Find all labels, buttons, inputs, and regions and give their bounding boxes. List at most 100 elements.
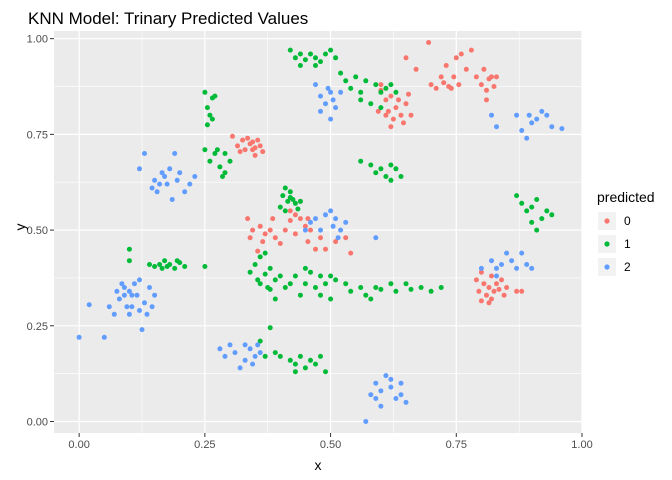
data-point-0 [458,51,464,57]
data-point-2 [250,361,256,367]
data-point-0 [250,139,256,145]
data-point-0 [486,300,492,306]
data-point-2 [142,151,147,156]
data-point-0 [481,66,487,72]
data-point-1 [282,208,288,214]
data-point-0 [257,143,263,149]
data-point-2 [368,392,374,398]
data-point-2 [318,227,323,233]
data-point-0 [378,82,384,88]
data-point-2 [257,350,263,356]
data-point-0 [473,277,479,283]
data-point-1 [257,254,263,260]
data-point-1 [126,246,132,252]
data-point-0 [247,235,253,241]
data-point-1 [257,338,263,344]
data-point-0 [383,97,389,103]
data-point-0 [375,108,381,114]
data-point-2 [232,350,238,356]
data-point-1 [373,170,379,176]
data-point-0 [491,84,497,89]
data-point-2 [398,392,404,398]
legend-label-1: 1 [624,237,631,251]
data-point-2 [222,353,228,359]
data-point-0 [486,285,492,290]
plot-panel [54,31,582,433]
data-point-1 [272,296,278,302]
data-point-1 [292,369,298,375]
data-point-2 [373,396,379,401]
data-point-1 [313,63,318,68]
data-point-1 [333,277,339,283]
data-point-1 [358,97,364,103]
data-point-0 [237,149,243,155]
data-point-1 [267,325,273,331]
data-point-2 [338,227,344,233]
data-point-1 [292,273,298,279]
data-point-0 [385,108,391,114]
data-point-0 [489,296,494,302]
data-point-1 [338,70,344,76]
data-point-0 [388,124,394,130]
data-point-2 [559,126,565,132]
data-point-2 [494,124,499,130]
data-point-2 [129,292,135,298]
data-point-2 [302,227,308,233]
data-point-2 [393,396,399,401]
data-point-2 [124,304,130,310]
data-point-2 [308,219,313,225]
legend-title: predicted [597,189,655,205]
data-point-1 [393,89,399,95]
data-point-2 [529,120,535,126]
data-point-2 [333,105,339,111]
data-point-2 [549,124,555,130]
data-point-0 [323,246,328,252]
data-point-1 [348,288,354,294]
data-point-2 [174,177,180,183]
data-point-0 [240,137,246,143]
data-point-1 [328,273,334,279]
data-point-1 [378,89,384,95]
data-point-1 [363,78,369,84]
data-point-0 [519,288,525,294]
data-point-0 [403,101,409,107]
data-point-1 [277,273,283,279]
data-point-0 [282,227,288,233]
data-point-0 [478,269,484,275]
data-point-1 [126,258,132,264]
data-point-0 [504,285,510,290]
data-point-1 [398,174,404,179]
data-point-1 [529,219,535,225]
data-point-2 [323,212,328,218]
legend: predicted 0 1 2 [597,189,655,276]
data-point-1 [174,258,180,264]
data-point-1 [519,200,525,206]
data-point-1 [202,264,208,269]
data-point-2 [227,342,233,348]
data-point-1 [408,286,414,292]
data-point-0 [494,281,499,287]
legend-label-2: 2 [624,260,631,274]
data-point-0 [252,152,258,158]
x-tick-label: 0.00 [68,439,89,451]
data-point-1 [358,158,364,164]
data-point-1 [209,116,215,122]
data-point-0 [262,231,268,237]
data-point-2 [111,311,117,317]
data-point-1 [313,361,318,367]
data-point-1 [147,262,152,267]
data-point-0 [403,55,409,61]
y-tick-label: 0.25 [27,321,48,333]
data-point-0 [308,227,313,233]
data-point-2 [313,216,318,222]
data-point-1 [318,59,323,65]
data-point-0 [245,135,251,141]
data-point-1 [313,55,318,61]
data-point-1 [204,122,210,128]
legend-swatch-1 [604,241,610,247]
data-point-2 [217,346,223,352]
data-point-1 [393,288,399,294]
data-point-1 [313,285,318,290]
data-point-2 [116,296,122,302]
